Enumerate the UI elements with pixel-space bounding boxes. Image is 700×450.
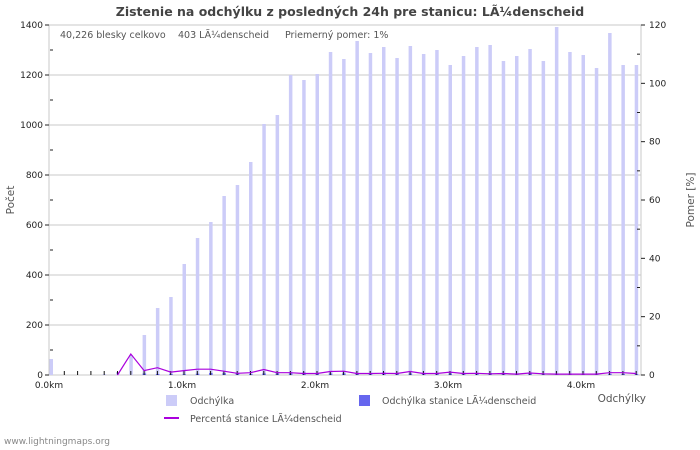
bar-odchylka xyxy=(475,47,479,375)
bar-odchylka xyxy=(621,65,625,375)
legend-label-odchylka: Odchýlka xyxy=(190,396,234,407)
right-tick-label: 40 xyxy=(649,254,661,264)
bar-odchylka xyxy=(169,297,173,375)
bar-odchylka xyxy=(182,264,186,375)
bar-odchylka xyxy=(288,75,293,375)
bar-odchylka xyxy=(435,50,439,375)
bar-odchylka xyxy=(368,53,373,375)
x-tick-label: 3.0km xyxy=(434,381,462,391)
right-tick-label: 100 xyxy=(649,79,666,89)
info-total: 40,226 blesky celkovo xyxy=(60,30,166,41)
bar-odchylka xyxy=(275,115,280,375)
bar-odchylka xyxy=(328,52,333,375)
legend-label-percent: Percentá stanice LÃ¼denscheid xyxy=(190,414,342,425)
bar-odchylka xyxy=(581,55,585,375)
left-tick-label: 600 xyxy=(26,221,43,231)
bar-odchylka xyxy=(302,80,306,375)
left-tick-label: 200 xyxy=(26,321,43,331)
bar-odchylka xyxy=(49,359,53,375)
legend-swatch-odchylka xyxy=(166,395,177,406)
left-tick-label: 400 xyxy=(26,271,43,281)
bar-odchylka xyxy=(235,185,240,375)
right-tick-label: 20 xyxy=(649,313,661,323)
bar-odchylka xyxy=(408,46,413,375)
bar-odchylka xyxy=(222,196,226,375)
bar-odchylka xyxy=(528,49,532,375)
left-tick-label: 1000 xyxy=(20,121,43,131)
legend-label-station: Odchýlka stanice LÃ¼denscheid xyxy=(382,396,536,407)
bar-odchylka xyxy=(461,56,466,375)
right-tick-label: 0 xyxy=(649,371,655,381)
info-ratio: Priemerný pomer: 1% xyxy=(285,30,388,41)
info-station: 403 LÃ¼denscheid xyxy=(178,30,269,41)
bar-odchylka xyxy=(142,335,147,375)
bar-odchylka xyxy=(195,238,200,375)
bar-odchylka xyxy=(568,52,572,375)
x-tick-label: 4.0km xyxy=(567,381,595,391)
right-axis-label: Pomer [%] xyxy=(685,173,697,228)
x-tick-label: 0.0km xyxy=(35,381,63,391)
left-tick-label: 1400 xyxy=(20,21,43,31)
right-tick-label: 80 xyxy=(649,138,661,148)
bar-odchylka xyxy=(382,47,386,375)
x-axis-label: Odchýlky xyxy=(598,393,646,405)
legend: Odchýlka Odchýlka stanice LÃ¼denscheid P… xyxy=(164,395,536,425)
bar-odchylka xyxy=(209,222,213,375)
bar-odchylka xyxy=(501,61,506,375)
bar-odchylka xyxy=(129,355,133,375)
bar-odchylka xyxy=(421,54,426,375)
bar-odchylka xyxy=(342,59,346,375)
left-axis: 0 200 400 600 800 1000 1200 1400 xyxy=(20,21,53,381)
x-tick-label: 1.0km xyxy=(168,381,196,391)
chart-title: Zistenie na odchýlku z posledných 24h pr… xyxy=(115,4,585,19)
bar-odchylka xyxy=(155,308,160,375)
bar-odchylka xyxy=(515,56,519,375)
bar-odchylka xyxy=(395,58,399,375)
bar-odchylka xyxy=(488,45,492,375)
left-tick-label: 0 xyxy=(37,371,43,381)
bar-odchylka xyxy=(315,74,319,375)
legend-swatch-station xyxy=(359,395,370,406)
series-odchylka-bars xyxy=(49,27,639,375)
bar-odchylka xyxy=(355,41,359,375)
left-tick-label: 1200 xyxy=(20,71,43,81)
bar-odchylka xyxy=(541,61,546,375)
x-axis: 0.0km 1.0km 2.0km 3.0km 4.0km xyxy=(35,381,595,391)
series-percent-line xyxy=(116,352,637,376)
x-tick-label: 2.0km xyxy=(301,381,329,391)
left-tick-label: 800 xyxy=(26,171,43,181)
left-axis-label: Počet xyxy=(5,186,17,215)
bar-odchylka xyxy=(448,65,452,375)
bar-odchylka xyxy=(594,68,599,375)
bar-odchylka xyxy=(634,65,639,375)
bar-odchylka xyxy=(249,162,253,375)
bar-odchylka xyxy=(554,27,559,375)
right-tick-label: 120 xyxy=(649,21,666,31)
bar-odchylka xyxy=(262,124,266,375)
footer-credit: www.lightningmaps.org xyxy=(4,437,110,447)
bar-odchylka xyxy=(608,33,612,375)
right-tick-label: 60 xyxy=(649,196,661,206)
right-axis: 0 20 40 60 80 100 120 xyxy=(637,21,666,381)
